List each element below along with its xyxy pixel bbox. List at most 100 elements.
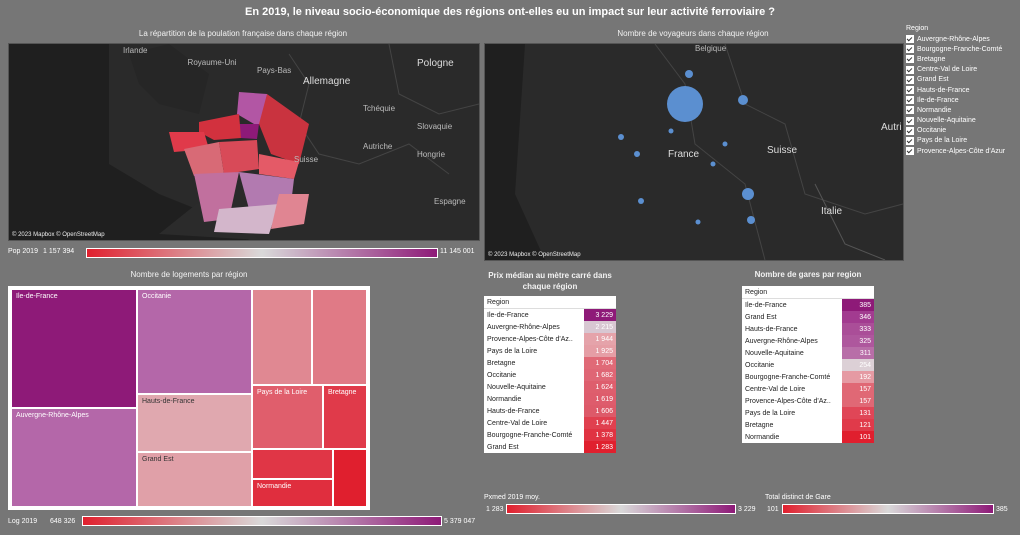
treemap-cell-nouvelle-aquitaine[interactable] [252, 289, 312, 385]
table-row[interactable]: Bourgogne-Franche-Comté 192 [742, 371, 874, 383]
table-row[interactable]: Ile-de-France 385 [742, 298, 874, 311]
treemap-cell-bourgogne-franche-comte[interactable] [333, 449, 367, 507]
map2-label-italie: Italie [821, 206, 843, 217]
table-row[interactable]: Hauts-de-France 333 [742, 323, 874, 335]
bubble-auvergne-rhone-alpes[interactable] [742, 188, 754, 200]
treemap-cell-pays-de-la-loire[interactable]: Pays de la Loire [252, 385, 323, 449]
region-filter-item[interactable]: Grand Est [906, 75, 1018, 85]
region-filter-item[interactable]: Hauts-de-France [906, 85, 1018, 95]
checkbox-icon[interactable] [906, 126, 914, 135]
map-label-allemagne: Allemagne [303, 76, 351, 87]
region-filter-label: Nouvelle-Aquitaine [917, 117, 976, 125]
treemap-cell-grand-est[interactable]: Grand Est [137, 452, 252, 507]
checkbox-icon[interactable] [906, 106, 914, 115]
bubble-hauts-de-france[interactable] [685, 70, 693, 78]
region-bourgogne-franche-comte[interactable] [259, 154, 299, 179]
region-ile-de-france[interactable] [239, 124, 259, 139]
checkbox-icon[interactable] [906, 96, 914, 105]
region-filter-item[interactable]: Pays de la Loire [906, 136, 1018, 146]
value-cell: 1 624 [584, 381, 616, 393]
population-map[interactable]: Irlande Royaume-Uni Pays-Bas Allemagne P… [8, 43, 480, 241]
region-filter-item[interactable]: Occitanie [906, 126, 1018, 136]
treemap-title: Nombre de logements par région [130, 270, 248, 279]
housing-legend-gradient [82, 516, 442, 526]
region-filter-item[interactable]: Provence-Alpes-Côte d'Azur [906, 146, 1018, 156]
region-provence-alpes-cote-d-azur[interactable] [271, 194, 309, 229]
checkbox-icon[interactable] [906, 55, 914, 64]
treemap-cell-normandie[interactable]: Normandie [252, 479, 333, 507]
treemap-cell-centre-val-de-loire[interactable] [252, 449, 333, 479]
bubble-provence-alpes-cote-d-azur[interactable] [747, 216, 755, 224]
checkbox-icon[interactable] [906, 86, 914, 95]
region-filter-item[interactable]: Centre-Val de Loire [906, 65, 1018, 75]
bubble-grand-est[interactable] [738, 95, 748, 105]
treemap-cell-provence-alpes-cote-d-azur[interactable] [312, 289, 367, 385]
map-label-royaume-uni: Royaume-Uni [187, 58, 237, 67]
treemap-cell-hauts-de-france[interactable]: Hauts-de-France [137, 394, 252, 452]
table-row[interactable]: Bretagne 1 704 [484, 357, 616, 369]
checkbox-icon[interactable] [906, 45, 914, 54]
map-label-autriche: Autriche [363, 142, 393, 151]
region-grand-est[interactable] [259, 94, 309, 164]
table-row[interactable]: Centre-Val de Loire 1 447 [484, 417, 616, 429]
table-row[interactable]: Nouvelle-Aquitaine 311 [742, 347, 874, 359]
region-cell: Auvergne-Rhône-Alpes [487, 323, 560, 331]
table-row[interactable]: Bourgogne-Franche-Comté 1 378 [484, 429, 616, 441]
table-row[interactable]: Nouvelle-Aquitaine 1 624 [484, 381, 616, 393]
table-row[interactable]: Occitanie 254 [742, 359, 874, 371]
table-row[interactable]: Auvergne-Rhône-Alpes 325 [742, 335, 874, 347]
region-normandie[interactable] [199, 114, 241, 140]
checkbox-icon[interactable] [906, 147, 914, 156]
region-filter-item[interactable]: Auvergne-Rhône-Alpes [906, 34, 1018, 44]
bubble-bourgogne-franche-comte[interactable] [722, 141, 728, 147]
bubble-normandie[interactable] [668, 128, 674, 134]
region-cell: Nouvelle-Aquitaine [745, 349, 804, 357]
bubble-occitanie[interactable] [695, 219, 701, 225]
table-row[interactable]: Centre-Val de Loire 157 [742, 383, 874, 395]
region-cell: Bourgogne-Franche-Comté [487, 431, 573, 439]
region-cell: Provence-Alpes-Côte d'Az.. [487, 335, 573, 343]
checkbox-icon[interactable] [906, 116, 914, 125]
checkbox-icon[interactable] [906, 136, 914, 145]
table-row[interactable]: Grand Est 1 283 [484, 441, 616, 453]
value-cell: 333 [842, 323, 874, 335]
table-row[interactable]: Pays de la Loire 131 [742, 407, 874, 419]
checkbox-icon[interactable] [906, 35, 914, 44]
population-map-canvas [9, 44, 479, 240]
table-row[interactable]: Hauts-de-France 1 606 [484, 405, 616, 417]
region-filter-item[interactable]: Normandie [906, 105, 1018, 115]
bubble-nouvelle-aquitaine[interactable] [638, 198, 644, 204]
table-row[interactable]: Normandie 101 [742, 431, 874, 443]
region-filter-item[interactable]: Bretagne [906, 54, 1018, 64]
table-row[interactable]: Auvergne-Rhône-Alpes 2 215 [484, 321, 616, 333]
treemap-cell-ile-de-france[interactable]: Ile-de-France [11, 289, 137, 408]
region-centre-val-de-loire[interactable] [219, 140, 259, 174]
table-row[interactable]: Pays de la Loire 1 925 [484, 345, 616, 357]
region-filter-item[interactable]: Ile-de-France [906, 95, 1018, 105]
map2-label-france: France [668, 149, 700, 160]
region-occitanie[interactable] [214, 204, 279, 234]
bubble-bretagne[interactable] [618, 134, 624, 140]
table-row[interactable]: Ile-de-France 3 229 [484, 308, 616, 321]
table-row[interactable]: Provence-Alpes-Côte d'Az.. 157 [742, 395, 874, 407]
table-row[interactable]: Bretagne 121 [742, 419, 874, 431]
table-row[interactable]: Provence-Alpes-Côte d'Az.. 1 944 [484, 333, 616, 345]
region-pays-de-la-loire[interactable] [184, 142, 224, 176]
treemap-cell-bretagne[interactable]: Bretagne [323, 385, 367, 449]
table-row[interactable]: Normandie 1 619 [484, 393, 616, 405]
housing-treemap: Ile-de-France Occitanie Auvergne-Rhône-A… [8, 286, 370, 510]
treemap-cell-auvergne-rhone-alpes[interactable]: Auvergne-Rhône-Alpes [11, 408, 137, 507]
bubble-pays-de-la-loire[interactable] [634, 151, 640, 157]
checkbox-icon[interactable] [906, 75, 914, 84]
checkbox-icon[interactable] [906, 65, 914, 74]
bubble-centre-val-de-loire[interactable] [710, 161, 716, 167]
treemap-cell-occitanie[interactable]: Occitanie [137, 289, 252, 394]
bubble-ile-de-france[interactable] [667, 86, 703, 122]
voyageurs-map-credit: © 2023 Mapbox © OpenStreetMap [488, 252, 581, 258]
region-filter-item[interactable]: Bourgogne-Franche-Comté [906, 44, 1018, 54]
region-filter-item[interactable]: Nouvelle-Aquitaine [906, 116, 1018, 126]
value-cell: 1 606 [584, 405, 616, 417]
table-row[interactable]: Grand Est 346 [742, 311, 874, 323]
voyageurs-map[interactable]: Belgique France Suisse Italie Autri © 20… [484, 43, 904, 261]
table-row[interactable]: Occitanie 1 682 [484, 369, 616, 381]
